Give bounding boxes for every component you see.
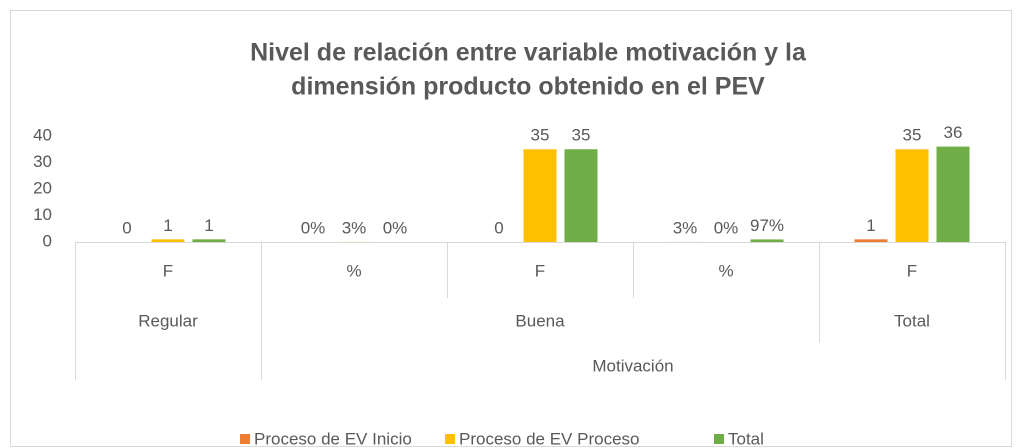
y-tick-label: 30 xyxy=(33,152,52,171)
data-label: 0 xyxy=(494,218,503,237)
data-label: 3% xyxy=(673,218,698,237)
data-label: 97% xyxy=(750,216,784,235)
data-label: 0% xyxy=(714,218,739,237)
data-label: 3% xyxy=(342,218,367,237)
bar xyxy=(523,149,557,242)
data-label: 35 xyxy=(531,126,550,145)
legend-swatch xyxy=(714,434,724,444)
legend-label: Proceso de EV Proceso xyxy=(459,429,639,448)
x-tick-label: F xyxy=(535,261,545,280)
bar xyxy=(854,239,888,242)
data-label: 36 xyxy=(944,123,963,142)
bar xyxy=(192,239,226,242)
group-label: Total xyxy=(894,311,930,330)
chart-border xyxy=(10,10,1012,447)
data-label: 1 xyxy=(866,216,875,235)
group-label: Motivación xyxy=(592,356,673,375)
chart-title: dimensión producto obtenido en el PEV xyxy=(291,73,765,101)
x-tick-label: % xyxy=(346,261,361,280)
data-label: 0% xyxy=(301,218,326,237)
data-label: 1 xyxy=(204,216,213,235)
x-tick-label: % xyxy=(718,261,733,280)
legend-swatch xyxy=(445,434,455,444)
chart-title: Nivel de relación entre variable motivac… xyxy=(250,39,807,67)
data-label: 35 xyxy=(903,126,922,145)
data-label: 0% xyxy=(383,218,408,237)
x-tick-label: F xyxy=(907,261,917,280)
legend-label: Proceso de EV Inicio xyxy=(254,429,412,448)
y-tick-label: 0 xyxy=(43,231,52,250)
data-label: 1 xyxy=(163,216,172,235)
bar xyxy=(895,149,929,242)
bar xyxy=(564,149,598,242)
y-tick-label: 10 xyxy=(33,205,52,224)
x-tick-label: F xyxy=(163,261,173,280)
bar xyxy=(750,239,784,242)
bar xyxy=(151,239,185,242)
data-label: 35 xyxy=(572,126,591,145)
bar xyxy=(936,146,970,242)
legend-label: Total xyxy=(728,429,764,448)
group-label: Buena xyxy=(515,311,565,330)
group-label: Regular xyxy=(138,311,198,330)
legend-swatch xyxy=(240,434,250,444)
y-tick-label: 40 xyxy=(33,125,52,144)
data-label: 0 xyxy=(122,218,131,237)
y-tick-label: 20 xyxy=(33,178,52,197)
